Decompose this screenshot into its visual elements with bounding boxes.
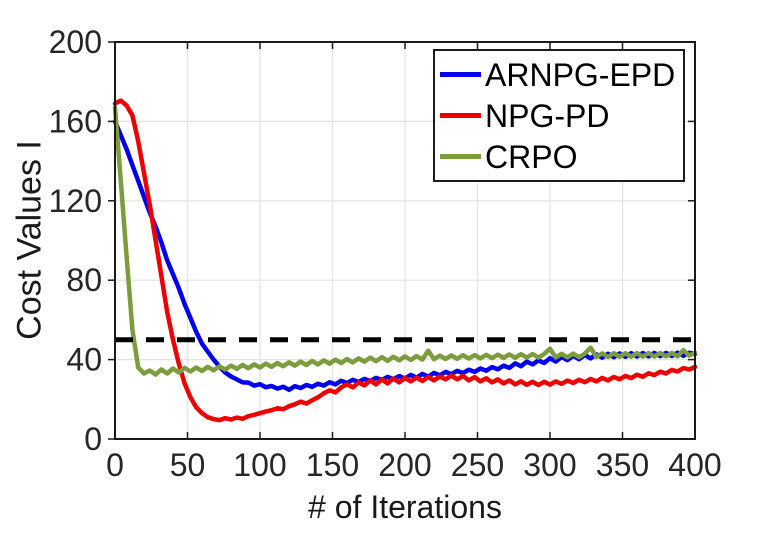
x-tick-label: 0 (106, 447, 124, 483)
x-tick-label: 200 (378, 447, 431, 483)
series-line-npg-pd (112, 98, 698, 423)
y-axis-label: Cost Values I (10, 140, 49, 340)
x-tick-label: 350 (596, 447, 649, 483)
legend-item-arnpg-epd: ARNPG-EPD (440, 55, 681, 95)
legend: ARNPG-EPD NPG-PD CRPO (433, 49, 685, 182)
legend-label-npg-pd: NPG-PD (485, 97, 610, 134)
y-tick-label: 0 (84, 421, 102, 457)
y-tick-label: 80 (66, 262, 102, 298)
y-tick-label: 160 (49, 103, 102, 139)
x-tick-label: 400 (668, 447, 721, 483)
x-tick-label: 100 (233, 447, 286, 483)
legend-item-npg-pd: NPG-PD (440, 96, 681, 136)
x-tick-label: 250 (451, 447, 504, 483)
y-tick-label: 120 (49, 183, 102, 219)
y-tick-label: 200 (49, 24, 102, 60)
x-tick-label: 150 (306, 447, 359, 483)
x-tick-label: 300 (523, 447, 576, 483)
legend-line-swatch-crpo (440, 154, 481, 159)
legend-label-arnpg-epd: ARNPG-EPD (485, 56, 676, 93)
x-tick-label: 50 (170, 447, 206, 483)
y-tick-label: 40 (66, 342, 102, 378)
legend-line-swatch-arnpg-epd (440, 72, 481, 77)
legend-item-crpo: CRPO (440, 137, 681, 177)
legend-label-crpo: CRPO (485, 138, 578, 175)
legend-line-swatch-npg-pd (440, 113, 481, 118)
series-line-crpo (112, 105, 698, 377)
x-axis-label: # of Iterations (308, 489, 502, 525)
